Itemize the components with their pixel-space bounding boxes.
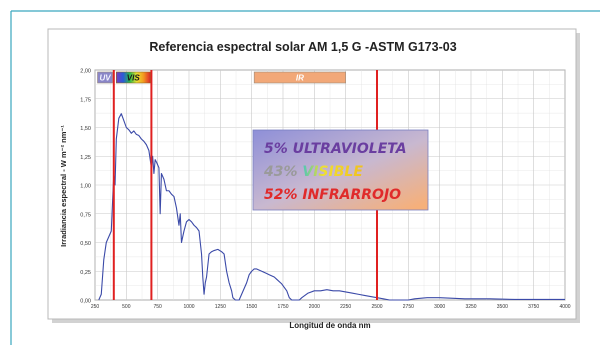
x-tick-label: 2750 [403, 304, 414, 310]
band-uv: UV [97, 71, 113, 84]
callout-visible-line: 43% VISIBLE [263, 164, 363, 180]
y-tick-label: 1,00 [80, 184, 91, 190]
band-label: IR [296, 74, 304, 83]
x-tick-label: 750 [153, 304, 162, 310]
callout-box [252, 129, 429, 211]
spectral-bands: UV VIS IR [97, 71, 346, 84]
percentage-callout: 5% ULTRAVIOLETA 43% VISIBLE 52% INFRARRO… [252, 129, 429, 211]
y-tick-label: 0,25 [80, 270, 91, 276]
x-tick-label: 500 [122, 304, 131, 310]
callout-uv-line: 5% ULTRAVIOLETA [264, 141, 407, 157]
x-tick-label: 2500 [371, 304, 382, 310]
y-tick-labels: 0,00 0,25 0,50 0,75 1,00 1,25 1,50 1,75 2,00 [80, 69, 91, 305]
y-tick-label: 0,00 [80, 299, 91, 305]
y-tick-label: 1,25 [80, 155, 91, 161]
callout-rainbow-word: VISIBLE [302, 164, 363, 180]
y-tick-label: 0,75 [80, 212, 91, 218]
x-tick-label: 3750 [528, 304, 539, 310]
x-tick-label: 2000 [309, 304, 320, 310]
band-rect [97, 71, 113, 84]
x-tick-label: 3250 [465, 304, 476, 310]
x-tick-label: 1000 [183, 304, 194, 310]
band-rect [116, 71, 151, 84]
x-tick-label: 3500 [497, 304, 508, 310]
band-label: UV [99, 74, 111, 83]
x-tick-label: 1250 [215, 304, 226, 310]
spectral-irradiance-line [98, 113, 565, 301]
x-axis-label: Longitud de onda nm [289, 321, 370, 330]
band-label: VIS [127, 74, 141, 83]
x-tick-label: 4000 [559, 304, 570, 310]
callout-ir-line: 52% INFRARROJO [264, 187, 401, 203]
x-tick-label: 3000 [434, 304, 445, 310]
y-tick-label: 1,50 [80, 126, 91, 132]
x-tick-label: 2250 [340, 304, 351, 310]
y-tick-label: 1,75 [80, 97, 91, 103]
grid [94, 69, 566, 301]
band-vis: VIS [116, 71, 151, 84]
callout-percent: 43% [263, 164, 302, 180]
chart-title: Referencia espectral solar AM 1,5 G -AST… [149, 40, 456, 54]
x-tick-labels: 250 500 750 1000 1250 1500 1750 2000 2250 2500 275… [91, 304, 571, 310]
y-axis-label: Irradiancia espectral - W m⁻² nm⁻¹ [59, 125, 68, 247]
y-tick-label: 0,50 [80, 241, 91, 247]
band-ir: IR [253, 71, 346, 84]
y-tick-label: 2,00 [80, 69, 91, 75]
series-layer [98, 113, 565, 301]
x-tick-label: 1500 [246, 304, 257, 310]
x-tick-label: 1750 [277, 304, 288, 310]
x-tick-label: 250 [91, 304, 100, 310]
band-rect [253, 71, 346, 84]
